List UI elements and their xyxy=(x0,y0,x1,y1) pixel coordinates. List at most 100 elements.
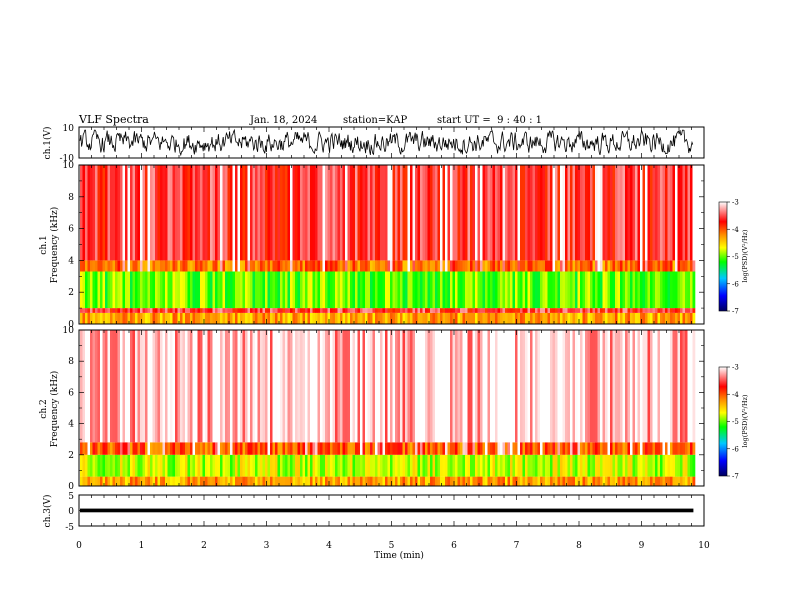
spectrogram-cell xyxy=(622,271,626,309)
spectrogram-cell xyxy=(255,271,258,309)
spectrogram-cell xyxy=(412,271,416,309)
spectrogram-cell xyxy=(207,165,211,261)
spectrogram-cell xyxy=(235,312,238,324)
spectrogram-cell xyxy=(360,454,363,477)
spectrogram-cell xyxy=(105,308,108,313)
spectrogram-cell xyxy=(112,271,116,309)
spectrogram-cell xyxy=(457,442,461,455)
spectrogram-cell xyxy=(357,260,361,272)
spectrogram-cell xyxy=(120,312,123,324)
spectrogram-cell xyxy=(475,330,478,443)
spectrogram-cell xyxy=(270,312,273,324)
spectrogram-cell xyxy=(302,330,306,443)
spectrogram-cell xyxy=(182,312,186,324)
spectrogram-cell xyxy=(260,476,263,486)
spectrogram-cell xyxy=(500,454,503,477)
spectrogram-cell xyxy=(342,476,346,486)
spectrogram-cell xyxy=(672,165,676,261)
spectrogram-cell xyxy=(392,260,396,272)
spectrogram-cell xyxy=(270,260,273,272)
spectrogram-cell xyxy=(547,308,551,313)
spectrogram-cell xyxy=(350,454,353,477)
spectrogram-cell xyxy=(375,330,378,443)
spectrogram-cell xyxy=(257,165,261,261)
spectrogram-cell xyxy=(240,271,243,309)
spectrogram-cell xyxy=(212,165,216,261)
spectrogram-cell xyxy=(520,312,523,324)
spectrogram-cell xyxy=(277,271,281,309)
spectrogram-cell xyxy=(465,330,468,443)
spectrogram-cell xyxy=(380,165,383,261)
spectrogram-cell xyxy=(280,260,283,272)
spectrogram-cell xyxy=(180,476,183,486)
spectrogram-cell xyxy=(450,271,453,309)
spectrogram-cell xyxy=(190,271,193,309)
spectrogram-cell xyxy=(95,476,98,486)
spectrogram-cell xyxy=(217,312,221,324)
spectrogram-cell xyxy=(540,476,543,486)
spectrogram-cell xyxy=(230,442,233,455)
spectrogram-cell xyxy=(295,260,298,272)
spectrogram-cell xyxy=(402,330,406,443)
spectrogram-cell xyxy=(400,260,403,272)
spectrogram-cell xyxy=(222,442,226,455)
spectrogram-cell xyxy=(610,165,613,261)
spectrogram-cell xyxy=(620,260,623,272)
spectrogram-cell xyxy=(682,330,686,443)
spectrogram-cell xyxy=(567,271,571,309)
spectrogram-cell xyxy=(572,312,576,324)
spectrogram-cell xyxy=(565,476,568,486)
spectrogram-cell xyxy=(357,476,361,486)
spectrogram-cell xyxy=(275,330,278,443)
spectrogram-cell xyxy=(630,454,633,477)
spectrogram-cell xyxy=(602,260,606,272)
spectrogram-cell xyxy=(182,165,186,261)
spectrogram-cell xyxy=(315,330,318,443)
spectrogram-cell xyxy=(135,330,138,443)
spectrogram-cell xyxy=(242,476,246,486)
spectrogram-cell xyxy=(685,165,688,261)
spectrogram-cell xyxy=(272,476,276,486)
spectrogram-cell xyxy=(287,442,291,455)
spectrogram-cell xyxy=(535,442,538,455)
spectrogram-cell xyxy=(322,454,326,477)
spectrogram-cell xyxy=(637,308,641,313)
spectrogram-cell xyxy=(92,260,96,272)
spectrogram-cell xyxy=(600,330,603,443)
spectrogram-cell xyxy=(630,271,633,309)
spectrogram-cell xyxy=(507,442,511,455)
spectrogram-cell xyxy=(205,271,208,309)
spectrogram-cell xyxy=(560,165,563,261)
spectrogram-cell xyxy=(252,271,256,309)
spectrogram-cell xyxy=(447,271,451,309)
spectrogram-cell xyxy=(305,330,308,443)
spectrogram-cell xyxy=(672,271,676,309)
spectrogram-cell xyxy=(650,476,653,486)
ch1-spectrogram-image xyxy=(80,165,696,324)
spectrogram-cell xyxy=(227,308,231,313)
spectrogram-cell xyxy=(182,476,186,486)
spectrogram-cell xyxy=(437,308,441,313)
spectrogram-cell xyxy=(545,308,548,313)
spectrogram-cell xyxy=(660,312,663,324)
spectrogram-cell xyxy=(205,454,208,477)
spectrogram-cell xyxy=(262,260,266,272)
spectrogram-cell xyxy=(680,442,683,455)
colorbar-tick-label: -4 xyxy=(732,226,739,234)
spectrogram-cell xyxy=(167,442,171,455)
spectrogram-cell xyxy=(120,454,123,477)
spectrogram-cell xyxy=(670,260,673,272)
spectrogram-cell xyxy=(582,165,586,261)
spectrogram-cell xyxy=(392,476,396,486)
spectrogram-cell xyxy=(97,476,101,486)
spectrogram-cell xyxy=(492,330,496,443)
spectrogram-cell xyxy=(140,312,143,324)
spectrogram-cell xyxy=(650,312,653,324)
spectrogram-cell xyxy=(192,442,196,455)
spectrogram-cell xyxy=(265,454,268,477)
spectrogram-cell xyxy=(82,330,86,443)
spectrogram-cell xyxy=(330,260,333,272)
spectrogram-cell xyxy=(355,442,358,455)
spectrogram-cell xyxy=(610,476,613,486)
